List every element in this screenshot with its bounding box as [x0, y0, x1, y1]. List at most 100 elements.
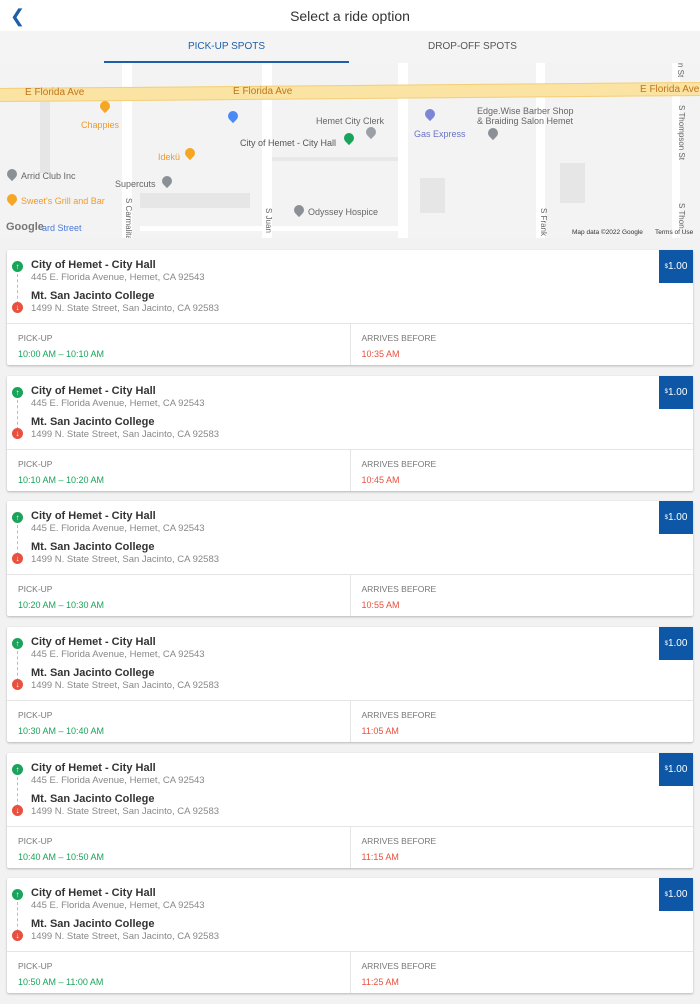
place-label[interactable]: Gas Express — [414, 129, 466, 139]
dropoff-arrow-down-icon: ↓ — [12, 930, 23, 942]
place-label[interactable]: Hemet City Clerk — [316, 116, 385, 126]
route-dash — [17, 525, 18, 556]
pickup-label: PICK-UP — [18, 584, 53, 595]
map[interactable]: E Florida Ave E Florida Ave E Florida Av… — [0, 63, 700, 238]
arrival-time: 11:25 AM — [361, 977, 399, 988]
pickup-window: 10:30 AM – 10:40 AM — [18, 726, 105, 737]
street-label: S Juan — [264, 208, 273, 233]
ride-option-card[interactable]: $1.00 ↑ ↓ City of Hemet - City Hall 445 E… — [7, 250, 693, 365]
pickup-window: 10:00 AM – 10:10 AM — [18, 349, 105, 359]
arrival-time: 11:05 AM — [361, 726, 399, 737]
pickup-label: PICK-UP — [18, 333, 53, 343]
currency-symbol: $ — [664, 389, 668, 396]
dropoff-arrow-down-icon: ↓ — [12, 804, 23, 816]
pickup-name: City of Hemet - City Hall — [31, 636, 156, 649]
place-label[interactable]: ard Street — [42, 223, 82, 233]
place-label[interactable]: Edge.Wise Barber Shop — [477, 106, 574, 116]
dropoff-arrow-down-icon: ↓ — [12, 679, 23, 691]
price-value: 1.00 — [667, 889, 688, 901]
pickup-window: 10:40 AM – 10:50 AM — [18, 851, 105, 862]
price-badge[interactable]: $1.00 — [659, 878, 693, 912]
price-value: 1.00 — [667, 386, 688, 398]
currency-symbol: $ — [664, 640, 668, 647]
pickup-arrow-up-icon: ↑ — [12, 512, 23, 524]
place-label[interactable]: & Braiding Salon Hemet — [477, 116, 574, 126]
pickup-name: City of Hemet - City Hall — [31, 887, 156, 900]
pickup-arrow-up-icon: ↑ — [12, 386, 23, 398]
price-badge[interactable]: $1.00 — [659, 375, 693, 409]
pickup-arrow-up-icon: ↑ — [12, 638, 23, 650]
dropoff-name: Mt. San Jacinto College — [31, 290, 155, 302]
map-attribution: Map data ©2022 Google — [572, 229, 643, 236]
pickup-label: PICK-UP — [18, 710, 53, 721]
pickup-name: City of Hemet - City Hall — [31, 510, 156, 523]
pickup-address: 445 E. Florida Avenue, Hemet, CA 92543 — [31, 523, 205, 535]
price-value: 1.00 — [667, 261, 688, 272]
price-badge[interactable]: $1.00 — [659, 250, 693, 283]
pickup-address: 445 E. Florida Avenue, Hemet, CA 92543 — [31, 774, 205, 786]
street-label: S Frank — [539, 208, 548, 237]
pickup-label: PICK-UP — [18, 458, 53, 469]
price-badge[interactable]: $1.00 — [659, 752, 693, 786]
dropoff-name: Mt. San Jacinto College — [31, 667, 155, 680]
ride-option-card[interactable]: $1.00 ↑ ↓ City of Hemet - City Hall 445 E… — [7, 752, 693, 868]
pickup-address: 445 E. Florida Avenue, Hemet, CA 92543 — [31, 649, 205, 661]
arrival-time: 11:15 AM — [361, 851, 399, 862]
place-label[interactable]: Odyssey Hospice — [308, 207, 379, 217]
dropoff-address: 1499 N. State Street, San Jacinto, CA 92… — [31, 303, 220, 314]
route-dash — [17, 776, 18, 807]
terms-link[interactable]: Terms of Use — [655, 229, 694, 236]
pickup-arrow-up-icon: ↑ — [12, 763, 23, 775]
street-label: S Thon — [677, 203, 686, 229]
dropoff-address: 1499 N. State Street, San Jacinto, CA 92… — [31, 805, 220, 817]
arrival-time: 10:45 AM — [361, 474, 400, 485]
place-label[interactable]: Idekü — [158, 152, 181, 162]
pickup-arrow-up-icon: ↑ — [12, 889, 23, 901]
pickup-arrow-up-icon: ↑ — [12, 261, 23, 272]
price-badge[interactable]: $1.00 — [659, 627, 693, 661]
ride-option-card[interactable]: $1.00 ↑ ↓ City of Hemet - City Hall 445 E… — [7, 627, 693, 743]
ride-option-card[interactable]: $1.00 ↑ ↓ City of Hemet - City Hall 445 E… — [7, 878, 693, 994]
price-badge[interactable]: $1.00 — [659, 501, 693, 535]
ride-option-card[interactable]: $1.00 ↑ ↓ City of Hemet - City Hall 445 E… — [7, 501, 693, 617]
dropoff-name: Mt. San Jacinto College — [31, 792, 155, 805]
price-value: 1.00 — [667, 638, 688, 650]
tab-bar: PICK-UP SPOTS DROP-OFF SPOTS — [0, 31, 700, 63]
pickup-address: 445 E. Florida Avenue, Hemet, CA 92543 — [31, 900, 205, 912]
pickup-name: City of Hemet - City Hall — [31, 761, 156, 774]
pickup-name: City of Hemet - City Hall — [31, 259, 156, 271]
arrives-label: ARRIVES BEFORE — [361, 710, 437, 721]
arrives-label: ARRIVES BEFORE — [361, 835, 437, 846]
currency-symbol: $ — [664, 514, 668, 521]
pickup-window: 10:20 AM – 10:30 AM — [18, 600, 105, 611]
ride-list: $1.00 ↑ ↓ City of Hemet - City Hall 445 E… — [7, 250, 693, 1004]
street-label: S Thompson St — [677, 105, 686, 160]
pickup-name: City of Hemet - City Hall — [31, 384, 156, 397]
street-label: E Florida Ave — [233, 86, 293, 97]
street-label: n St — [676, 63, 685, 78]
place-label[interactable]: Supercuts — [115, 179, 156, 189]
pickup-window: 10:50 AM – 11:00 AM — [18, 977, 104, 988]
tab-pick-up-spots[interactable]: PICK-UP SPOTS — [104, 31, 349, 63]
ride-option-card[interactable]: $1.00 ↑ ↓ City of Hemet - City Hall 445 E… — [7, 375, 693, 491]
route-dash — [17, 274, 18, 304]
arrives-label: ARRIVES BEFORE — [361, 584, 437, 595]
dropoff-name: Mt. San Jacinto College — [31, 541, 155, 554]
route-dash — [17, 399, 18, 430]
route-dash — [17, 902, 18, 933]
header: ❮ Select a ride option — [0, 0, 700, 31]
pickup-label: PICK-UP — [18, 961, 53, 972]
arrival-time: 10:35 AM — [361, 349, 400, 359]
pickup-window: 10:10 AM – 10:20 AM — [18, 474, 105, 485]
place-label[interactable]: Arrid Club Inc — [21, 171, 76, 181]
place-label[interactable]: City of Hemet - City Hall — [240, 138, 337, 148]
currency-symbol: $ — [664, 263, 668, 270]
place-label[interactable]: Chappies — [81, 120, 120, 130]
dropoff-arrow-down-icon: ↓ — [12, 427, 23, 439]
tab-drop-off-spots[interactable]: DROP-OFF SPOTS — [428, 41, 517, 52]
street-label: S Carmalita — [124, 198, 133, 238]
chevron-left-icon[interactable]: ❮ — [10, 6, 26, 26]
google-logo: Google — [6, 221, 44, 233]
place-label[interactable]: Sweet's Grill and Bar — [21, 196, 105, 206]
dropoff-arrow-down-icon: ↓ — [12, 553, 23, 565]
